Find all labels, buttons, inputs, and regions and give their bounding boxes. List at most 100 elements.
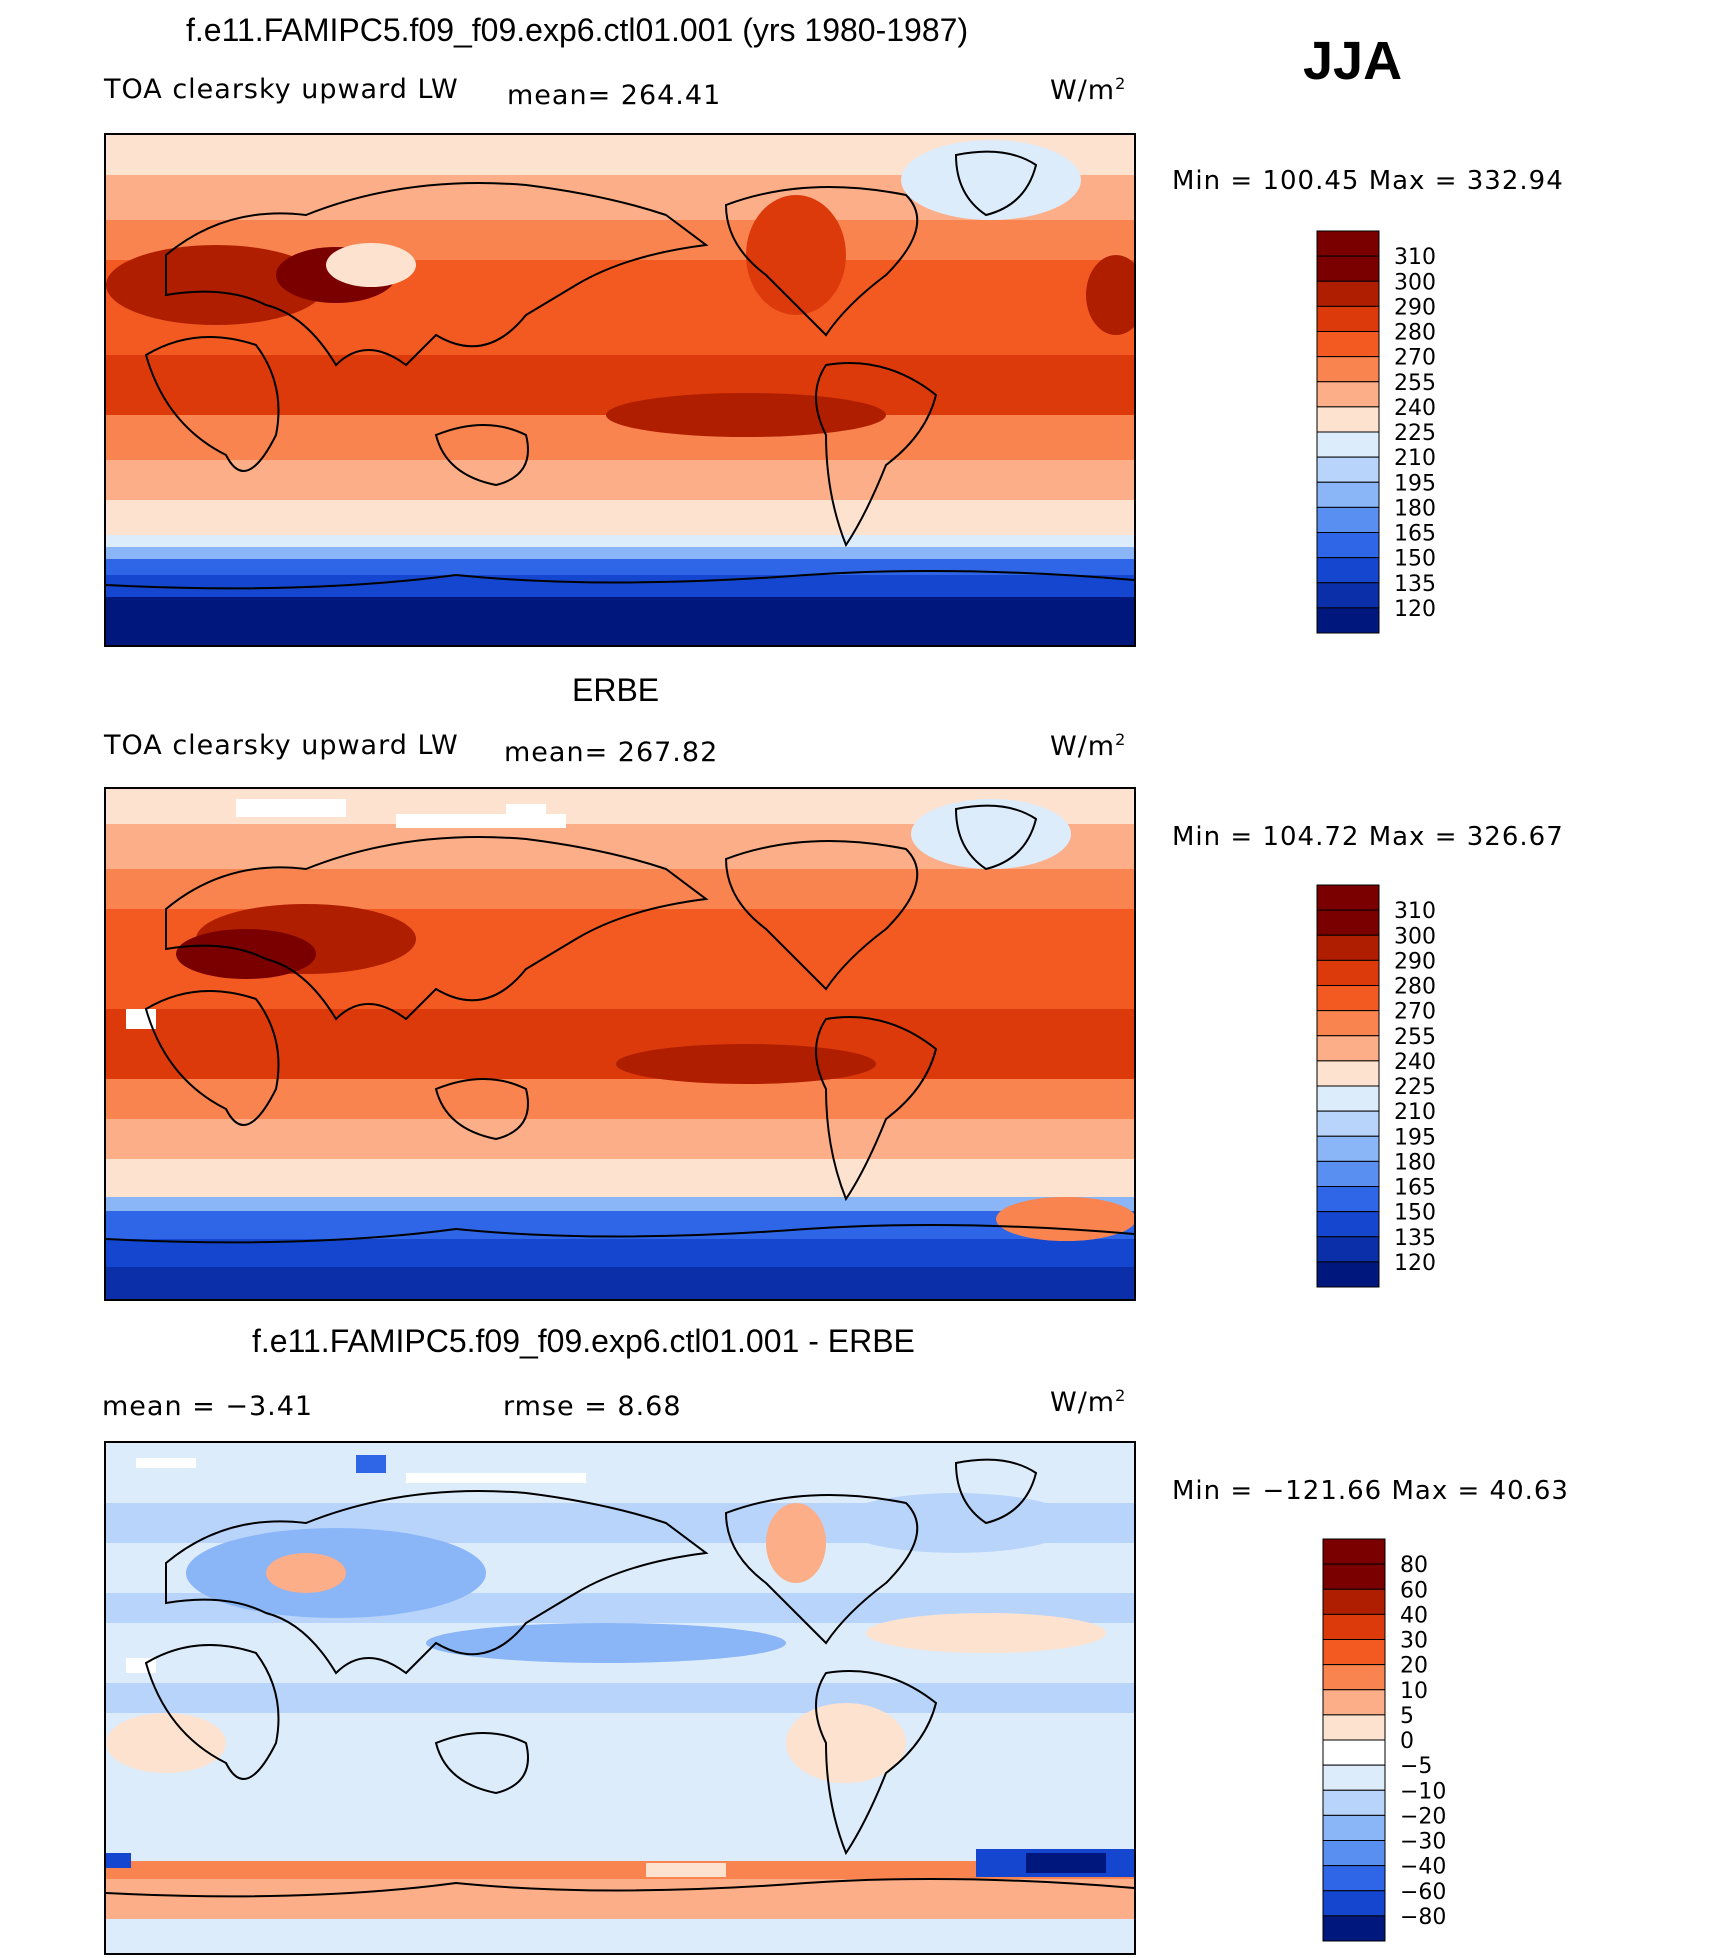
colorbar-box: [1316, 985, 1380, 1012]
colorbar-box: [1316, 406, 1380, 433]
colorbar-box: [1316, 557, 1380, 584]
colorbar-box: [1322, 1714, 1386, 1741]
colorbar-tick-label: −10: [1400, 1779, 1446, 1804]
colorbar-box: [1322, 1764, 1386, 1791]
colorbar-box: [1316, 1035, 1380, 1062]
panel-3-minmax: Min = −121.66 Max = 40.63: [1172, 1476, 1569, 1506]
panel-2-minmax: Min = 104.72 Max = 326.67: [1172, 822, 1564, 852]
panel-2-variable-label: TOA clearsky upward LW: [104, 730, 459, 761]
colorbar-box: [1316, 381, 1380, 408]
colorbar-box: [1316, 884, 1380, 911]
colorbar-box: [1316, 909, 1380, 936]
colorbar-box: [1322, 1840, 1386, 1867]
colorbar-tick-label: 310: [1394, 245, 1436, 270]
colorbar-box: [1316, 1160, 1380, 1187]
colorbar-box: [1316, 1186, 1380, 1213]
colorbar-box: [1322, 1865, 1386, 1892]
colorbar-tick-label: 310: [1394, 899, 1436, 924]
colorbar-box: [1322, 1915, 1386, 1942]
colorbar-box: [1316, 1211, 1380, 1238]
colorbar-box: [1322, 1664, 1386, 1691]
panel-3-units: W/m2: [1050, 1386, 1127, 1418]
panel-3-rmse-label: rmse = 8.68: [503, 1391, 682, 1422]
colorbar-box: [1316, 431, 1380, 458]
colorbar-box: [1316, 1236, 1380, 1263]
colorbar-tick-label: −5: [1400, 1754, 1432, 1779]
panel-2-units: W/m2: [1050, 730, 1127, 762]
colorbar-tick-label: 255: [1394, 371, 1436, 396]
colorbar-tick-label: 210: [1394, 1100, 1436, 1125]
colorbar-box: [1316, 255, 1380, 282]
colorbar-tick-label: 240: [1394, 1050, 1436, 1075]
colorbar-tick-label: 0: [1400, 1729, 1414, 1754]
colorbar-tick-label: 270: [1394, 1000, 1436, 1025]
season-label: JJA: [1303, 31, 1403, 91]
colorbar-tick-label: 240: [1394, 396, 1436, 421]
colorbar-tick-label: −40: [1400, 1855, 1446, 1880]
colorbar-tick-label: 225: [1394, 421, 1436, 446]
colorbar-tick-label: 20: [1400, 1654, 1428, 1679]
colorbar-box: [1316, 331, 1380, 358]
colorbar-tick-label: 60: [1400, 1578, 1428, 1603]
colorbar-box: [1322, 1689, 1386, 1716]
colorbar-tick-label: 165: [1394, 522, 1436, 547]
colorbar-tick-label: 300: [1394, 270, 1436, 295]
colorbar-box: [1322, 1789, 1386, 1816]
colorbar-box: [1316, 305, 1380, 332]
colorbar-box: [1316, 280, 1380, 307]
colorbar-tick-label: −80: [1400, 1905, 1446, 1930]
colorbar-box: [1322, 1538, 1386, 1565]
panel-3-map: [104, 1441, 1136, 1955]
panel-1-minmax: Min = 100.45 Max = 332.94: [1172, 166, 1564, 196]
colorbar-tick-label: 120: [1394, 1251, 1436, 1276]
colorbar-box: [1322, 1613, 1386, 1640]
colorbar-box: [1316, 582, 1380, 609]
colorbar-box: [1316, 934, 1380, 961]
panel-1-units: W/m2: [1050, 74, 1127, 106]
colorbar-tick-label: 180: [1394, 1150, 1436, 1175]
panel-1-variable-label: TOA clearsky upward LW: [104, 74, 459, 105]
colorbar-tick-label: 120: [1394, 597, 1436, 622]
panel-2-colorbar: 3103002902802702552402252101951801651501…: [1316, 884, 1436, 1288]
colorbar-box: [1316, 1010, 1380, 1037]
colorbar-tick-label: 195: [1394, 471, 1436, 496]
colorbar-box: [1316, 456, 1380, 483]
colorbar-box: [1316, 607, 1380, 634]
colorbar-tick-label: 30: [1400, 1629, 1428, 1654]
colorbar-tick-label: 40: [1400, 1603, 1428, 1628]
colorbar-box: [1322, 1639, 1386, 1666]
colorbar-tick-label: 300: [1394, 924, 1436, 949]
colorbar-tick-label: 180: [1394, 496, 1436, 521]
colorbar-tick-label: 135: [1394, 572, 1436, 597]
colorbar-tick-label: 195: [1394, 1125, 1436, 1150]
colorbar-tick-label: 150: [1394, 1201, 1436, 1226]
colorbar-box: [1316, 1135, 1380, 1162]
colorbar-box: [1316, 1085, 1380, 1112]
colorbar-tick-label: 270: [1394, 346, 1436, 371]
colorbar-tick-label: 280: [1394, 975, 1436, 1000]
colorbar-tick-label: 255: [1394, 1025, 1436, 1050]
colorbar-tick-label: 290: [1394, 295, 1436, 320]
colorbar-tick-label: 225: [1394, 1075, 1436, 1100]
colorbar-tick-label: −30: [1400, 1830, 1446, 1855]
colorbar-tick-label: 290: [1394, 949, 1436, 974]
panel-2-title: ERBE: [572, 672, 660, 708]
colorbar-box: [1316, 230, 1380, 257]
panel-3-mean-label: mean = −3.41: [102, 1391, 314, 1422]
colorbar-tick-label: 135: [1394, 1226, 1436, 1251]
panel-2-map: [104, 787, 1136, 1301]
colorbar-box: [1316, 1060, 1380, 1087]
colorbar-box: [1316, 506, 1380, 533]
colorbar-tick-label: 5: [1400, 1704, 1414, 1729]
colorbar-box: [1316, 356, 1380, 383]
panel-1-map: [104, 133, 1136, 647]
panel-3-title: f.e11.FAMIPC5.f09_f09.exp6.ctl01.001 - E…: [252, 1323, 915, 1359]
colorbar-box: [1316, 532, 1380, 559]
colorbar-tick-label: −60: [1400, 1880, 1446, 1905]
colorbar-box: [1322, 1814, 1386, 1841]
colorbar-box: [1316, 1261, 1380, 1288]
panel-2-mean-label: mean= 267.82: [504, 737, 719, 768]
colorbar-tick-label: 165: [1394, 1176, 1436, 1201]
colorbar-tick-label: 210: [1394, 446, 1436, 471]
